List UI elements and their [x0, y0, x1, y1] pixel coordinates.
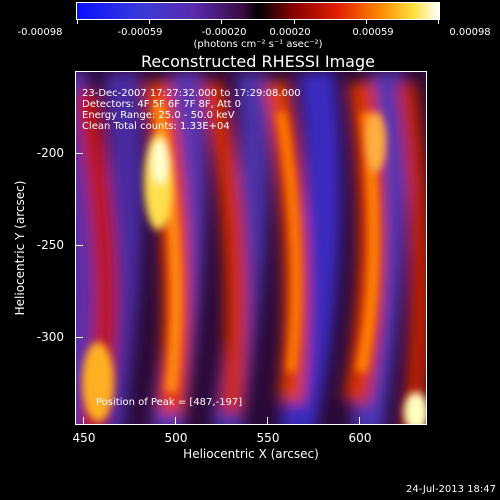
- colorbar-tick-label: 0.00098: [449, 27, 491, 38]
- colorbar-tick: [221, 19, 222, 24]
- x-tick: [359, 417, 360, 425]
- colorbar-tick-label: 0.00020: [269, 27, 311, 38]
- x-tick-label: 500: [164, 431, 188, 445]
- colorbar-tick: [149, 19, 150, 24]
- colorbar-tick-label: -0.00020: [201, 27, 247, 38]
- x-axis-label: Heliocentric X (arcsec): [183, 447, 319, 461]
- annotation-detectors: Detectors: 4F 5F 6F 7F 8F, Att 0: [82, 99, 242, 110]
- x-tick: [267, 417, 268, 425]
- colorbar-tick: [438, 19, 439, 24]
- colorbar-tick-label: -0.00098: [17, 27, 63, 38]
- x-tick-label: 600: [348, 431, 372, 445]
- heatmap-image: [76, 72, 426, 424]
- timestamp: 24-Jul-2013 18:47: [405, 484, 496, 495]
- y-tick: [75, 245, 83, 246]
- annotation-clean: Clean Total counts: 1.33E+04: [82, 121, 230, 132]
- colorbar: [76, 2, 440, 20]
- colorbar-units: (photons cm⁻² s⁻¹ asec⁻²): [193, 39, 323, 50]
- y-tick: [75, 153, 83, 154]
- x-tick-label: 450: [72, 431, 96, 445]
- y-axis-label: Heliocentric Y (arcsec): [13, 180, 27, 316]
- colorbar-tick: [366, 19, 367, 24]
- x-tick: [83, 417, 84, 425]
- colorbar-tick: [294, 19, 295, 24]
- x-tick-label: 550: [256, 431, 280, 445]
- y-tick-label: -250: [36, 238, 64, 252]
- y-tick-label: -300: [36, 330, 64, 344]
- colorbar-tick-label: -0.00059: [117, 27, 163, 38]
- image-plot: 23-Dec-2007 17:27:32.000 to 17:29:08.000…: [75, 71, 427, 425]
- colorbar-tick-label: 0.00059: [352, 27, 394, 38]
- annotation-time: 23-Dec-2007 17:27:32.000 to 17:29:08.000: [82, 88, 301, 99]
- y-tick: [75, 337, 83, 338]
- x-tick: [175, 417, 176, 425]
- y-tick-label: -200: [36, 146, 64, 160]
- colorbar-tick: [77, 19, 78, 24]
- annotation-energy: Energy Range: 25.0 - 50.0 keV: [82, 110, 235, 121]
- plot-title: Reconstructed RHESSI Image: [141, 52, 375, 71]
- annotation-peak: Position of Peak = [487,-197]: [96, 397, 243, 408]
